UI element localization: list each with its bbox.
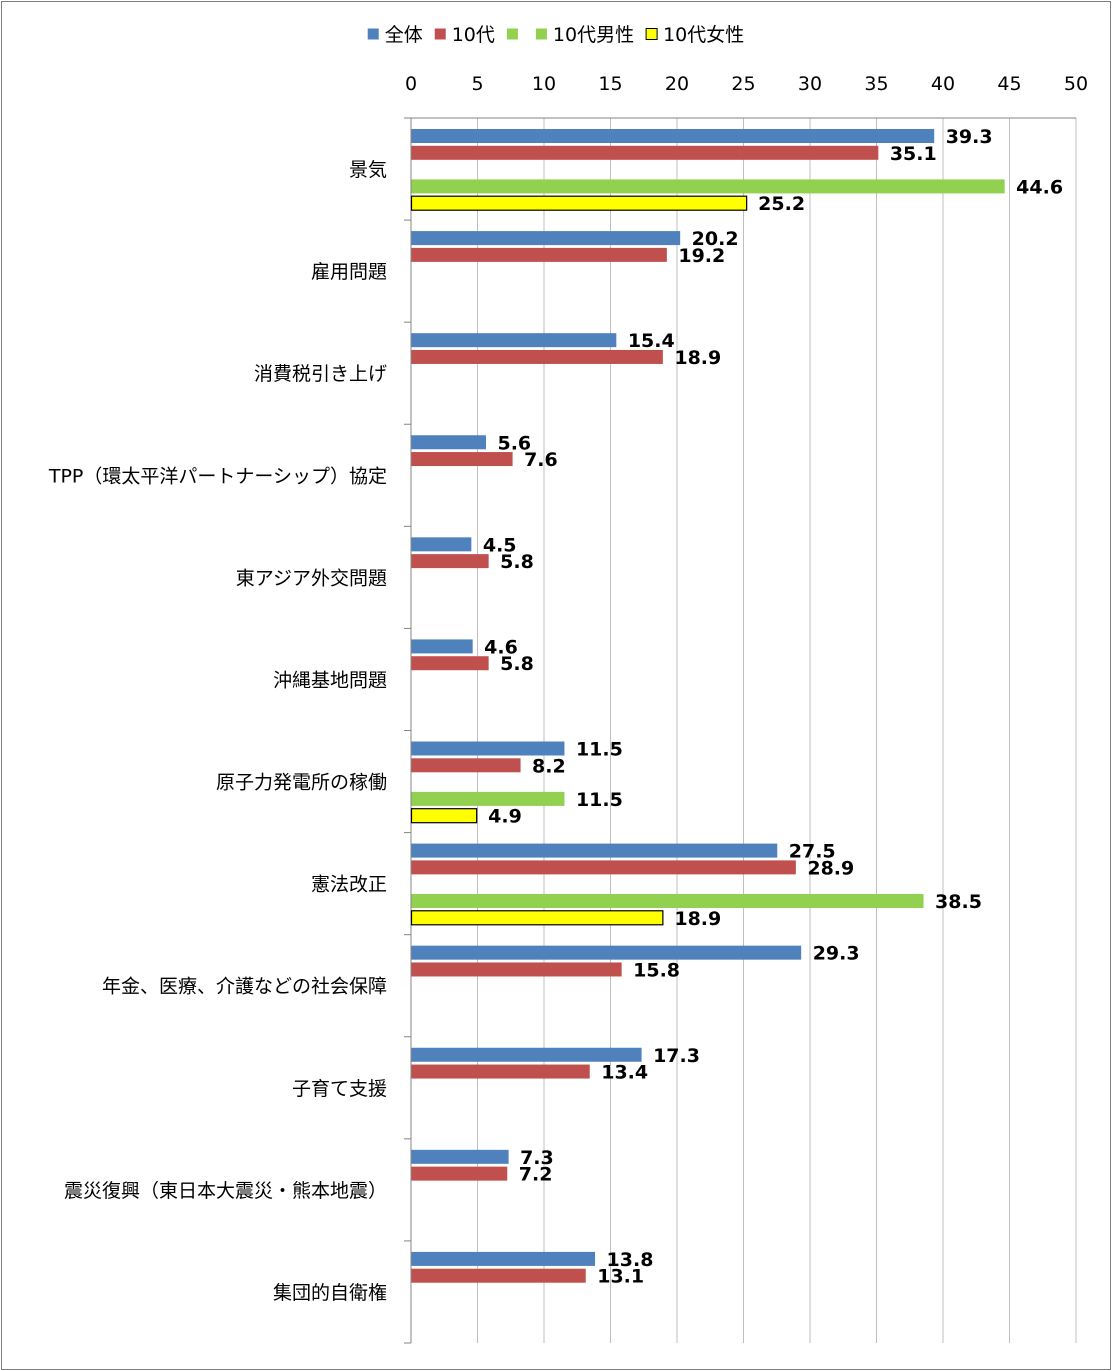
bar [411, 758, 521, 773]
bar [411, 843, 778, 858]
bar [411, 741, 565, 756]
category-label: 景気 [349, 159, 387, 181]
legend: 全体 10代 10代男性 10代女性 [367, 24, 744, 46]
category-label: 集団的自衛権 [273, 1282, 387, 1304]
data-label: 11.5 [576, 739, 623, 761]
data-label: 7.3 [520, 1147, 554, 1169]
category-label: 沖縄基地問題 [273, 669, 387, 691]
legend-swatch [506, 28, 518, 40]
bar [411, 129, 935, 143]
bar [411, 893, 924, 908]
bar [411, 435, 486, 450]
category-label: 雇用問題 [311, 261, 387, 283]
legend-swatch [434, 28, 446, 40]
data-label: 15.4 [628, 330, 675, 352]
data-label: 13.8 [607, 1249, 654, 1271]
legend-label: 10代女性 [663, 24, 744, 46]
bar [410, 910, 664, 926]
bar [411, 179, 1005, 194]
bar [411, 945, 802, 960]
bar [411, 1166, 508, 1181]
bar [411, 349, 663, 364]
category-label: TPP（環太平洋パートナーシップ）協定 [48, 465, 387, 487]
data-label: 4.6 [484, 636, 518, 658]
bar [410, 808, 478, 824]
bar [411, 537, 472, 552]
legend-swatch [535, 28, 547, 40]
data-label: 4.9 [488, 806, 522, 828]
category-label: 子育て支援 [292, 1078, 387, 1100]
data-labels: 39.335.144.625.220.219.215.418.95.67.64.… [483, 126, 1063, 1288]
x-tick-label: 40 [931, 73, 955, 95]
data-label: 13.1 [597, 1266, 644, 1288]
data-label: 29.3 [813, 943, 860, 965]
bar [411, 639, 473, 654]
x-tick-label: 35 [864, 73, 888, 95]
data-label: 7.6 [524, 449, 558, 471]
data-label: 15.8 [633, 959, 680, 981]
x-tick-label: 5 [471, 73, 483, 95]
data-label: 17.3 [653, 1045, 700, 1067]
x-tick-label: 20 [665, 73, 689, 95]
bars [410, 129, 1005, 1283]
data-label: 5.8 [500, 653, 534, 675]
bar [411, 231, 681, 246]
category-label: 震災復興（東日本大震災・熊本地震） [64, 1180, 387, 1202]
x-tick-label: 0 [405, 73, 417, 95]
bar [411, 333, 617, 348]
data-label: 13.4 [601, 1062, 648, 1084]
bar [411, 1047, 642, 1062]
x-tick-label: 30 [798, 73, 822, 95]
data-label: 35.1 [890, 143, 937, 165]
bar [411, 247, 667, 262]
bar [411, 656, 489, 671]
data-label: 7.2 [519, 1164, 553, 1186]
data-label: 27.5 [789, 841, 836, 863]
bar [411, 145, 879, 160]
bar [411, 1251, 596, 1266]
category-label: 原子力発電所の稼働 [216, 772, 387, 794]
bar [411, 962, 622, 977]
x-tick-label: 45 [997, 73, 1021, 95]
bar [411, 1268, 586, 1283]
bar [411, 1149, 509, 1164]
bar [411, 1064, 590, 1079]
legend-swatch [367, 28, 379, 40]
data-label: 20.2 [692, 228, 739, 250]
data-label: 44.6 [1016, 176, 1063, 198]
legend-label: 10代男性 [553, 24, 634, 46]
data-label: 19.2 [678, 245, 725, 267]
data-label: 18.9 [674, 347, 721, 369]
bar [411, 860, 796, 875]
category-label: 年金、医療、介護などの社会保障 [102, 976, 387, 998]
bar [411, 791, 565, 806]
data-label: 18.9 [674, 908, 721, 930]
legend-label: 全体 [385, 24, 423, 46]
legend-label: 10代 [452, 24, 495, 46]
bar [411, 554, 489, 569]
bar [410, 195, 748, 211]
data-label: 5.6 [497, 432, 531, 454]
data-label: 25.2 [758, 193, 805, 215]
data-label: 28.9 [807, 857, 854, 879]
data-label: 4.5 [483, 534, 517, 556]
x-tick-label: 50 [1064, 73, 1088, 95]
data-label: 39.3 [946, 126, 993, 148]
legend-swatch [645, 28, 658, 40]
x-tick-label: 15 [598, 73, 622, 95]
category-label: 憲法改正 [311, 874, 387, 896]
x-tick-label: 10 [532, 73, 556, 95]
category-label: 消費税引き上げ [254, 363, 387, 385]
data-label: 5.8 [500, 551, 534, 573]
x-tick-label: 25 [731, 73, 755, 95]
data-label: 38.5 [935, 891, 982, 913]
data-label: 11.5 [576, 789, 623, 811]
gridlines [477, 118, 1077, 1343]
bar [411, 452, 513, 467]
data-label: 8.2 [532, 755, 566, 777]
category-label: 東アジア外交問題 [236, 567, 387, 589]
